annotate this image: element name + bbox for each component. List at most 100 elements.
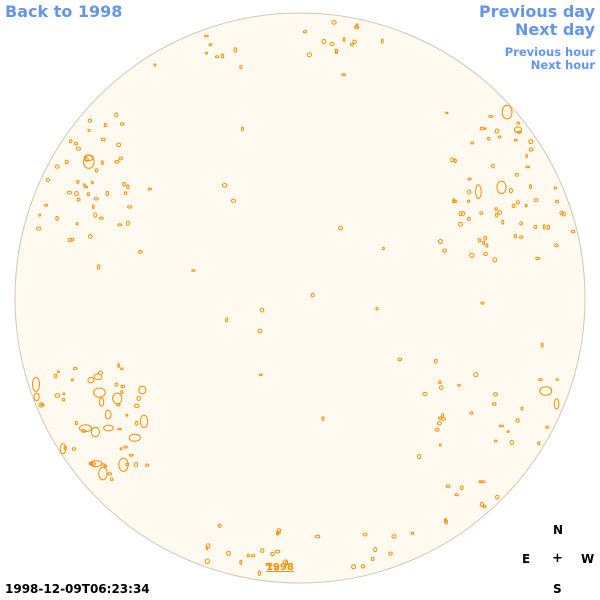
contour-speck bbox=[72, 367, 78, 370]
next-day-link[interactable]: Next day bbox=[515, 20, 595, 39]
contour-speck bbox=[492, 257, 498, 263]
contour-speck bbox=[40, 403, 45, 407]
contour-speck bbox=[553, 186, 558, 190]
contour-speck bbox=[75, 222, 79, 226]
contour-speck bbox=[460, 211, 466, 216]
compass-west-label: W bbox=[581, 552, 595, 566]
contour-speck bbox=[125, 220, 130, 226]
contour-speck bbox=[233, 47, 238, 53]
back-to-year-link[interactable]: Back to 1998 bbox=[5, 2, 123, 21]
contour-speck bbox=[123, 445, 128, 449]
contour-speck bbox=[329, 41, 335, 47]
contour-speck bbox=[126, 184, 130, 189]
contour-speck bbox=[331, 20, 337, 25]
contour-speck bbox=[94, 168, 99, 173]
contour-speck bbox=[466, 216, 471, 222]
contour-speck bbox=[373, 546, 378, 553]
contour-speck bbox=[342, 37, 346, 42]
contour-speck bbox=[514, 172, 520, 177]
contour-speck bbox=[45, 178, 51, 182]
contour-speck bbox=[466, 199, 471, 203]
contour-speck bbox=[535, 256, 540, 260]
contour-speck bbox=[482, 504, 487, 509]
contour-speck bbox=[438, 380, 442, 385]
contour-speck bbox=[555, 378, 559, 381]
contour-speck bbox=[458, 221, 463, 227]
contour-speck bbox=[250, 554, 256, 558]
previous-hour-link[interactable]: Previous hour bbox=[504, 45, 595, 59]
contour-speck bbox=[382, 246, 385, 251]
previous-day-link[interactable]: Previous day bbox=[478, 2, 595, 21]
contour-speck bbox=[90, 461, 96, 466]
contour-speck bbox=[103, 424, 114, 432]
contour-speck bbox=[83, 183, 86, 186]
solar-disk bbox=[14, 12, 586, 584]
contour-speck bbox=[540, 342, 544, 348]
contour-speck bbox=[501, 219, 505, 225]
contour-speck bbox=[525, 154, 528, 159]
year-link[interactable]: 1998 bbox=[266, 562, 294, 573]
contour-speck bbox=[84, 157, 89, 162]
contour-speck bbox=[135, 420, 139, 426]
contour-speck bbox=[88, 462, 94, 466]
contour-speck bbox=[76, 197, 81, 202]
contour-speck bbox=[62, 392, 66, 396]
contour-speck bbox=[452, 198, 456, 203]
contour-speck bbox=[104, 464, 108, 468]
contour-speck bbox=[191, 269, 196, 272]
contour-speck bbox=[93, 373, 103, 381]
contour-speck bbox=[438, 239, 443, 244]
compass-center-icon: + bbox=[552, 551, 563, 566]
contour-speck bbox=[112, 392, 123, 405]
contour-speck bbox=[35, 226, 42, 231]
contour-speck bbox=[445, 484, 451, 488]
contour-speck bbox=[128, 433, 141, 442]
contour-speck bbox=[136, 395, 141, 401]
contour-speck bbox=[302, 30, 308, 34]
contour-speck bbox=[116, 142, 122, 148]
contour-speck bbox=[282, 559, 289, 565]
contour-speck bbox=[107, 472, 112, 476]
contour-speck bbox=[539, 386, 553, 396]
contour-speck bbox=[362, 532, 368, 537]
observation-timestamp: 1998-12-09T06:23:34 bbox=[5, 582, 150, 596]
contour-speck bbox=[439, 443, 442, 447]
contour-speck bbox=[516, 121, 521, 125]
contour-speck bbox=[90, 426, 101, 438]
contour-speck bbox=[453, 158, 457, 164]
contour-speck bbox=[488, 115, 494, 118]
contour-speck bbox=[338, 226, 344, 231]
contour-speck bbox=[226, 550, 231, 556]
contour-speck bbox=[469, 252, 475, 258]
contour-speck bbox=[335, 49, 339, 54]
contour-speck bbox=[75, 146, 82, 151]
contour-speck bbox=[101, 463, 106, 466]
contour-speck bbox=[525, 165, 531, 169]
contour-speck bbox=[84, 185, 89, 189]
contour-speck bbox=[86, 192, 91, 197]
contour-speck bbox=[120, 122, 125, 126]
contour-speck bbox=[123, 191, 128, 195]
next-hour-link[interactable]: Next hour bbox=[530, 58, 595, 72]
compass-south-label: S bbox=[553, 582, 562, 596]
contour-speck bbox=[125, 462, 130, 466]
contour-speck bbox=[477, 238, 482, 243]
contour-speck bbox=[519, 235, 524, 239]
contour-speck bbox=[133, 461, 139, 468]
contour-speck bbox=[370, 557, 375, 561]
contour-speck bbox=[117, 223, 123, 227]
contour-speck bbox=[351, 564, 357, 570]
contour-speck bbox=[529, 184, 532, 190]
contour-speck bbox=[454, 493, 459, 497]
contour-speck bbox=[260, 548, 265, 553]
contour-speck bbox=[217, 523, 222, 528]
contour-speck bbox=[276, 531, 281, 535]
contour-speck bbox=[240, 126, 244, 132]
contour-speck bbox=[354, 25, 360, 30]
contour-speck bbox=[417, 454, 422, 459]
contour-speck bbox=[410, 531, 415, 535]
contour-speck bbox=[33, 392, 40, 402]
contour-speck bbox=[533, 224, 538, 230]
contour-speck bbox=[98, 466, 108, 481]
